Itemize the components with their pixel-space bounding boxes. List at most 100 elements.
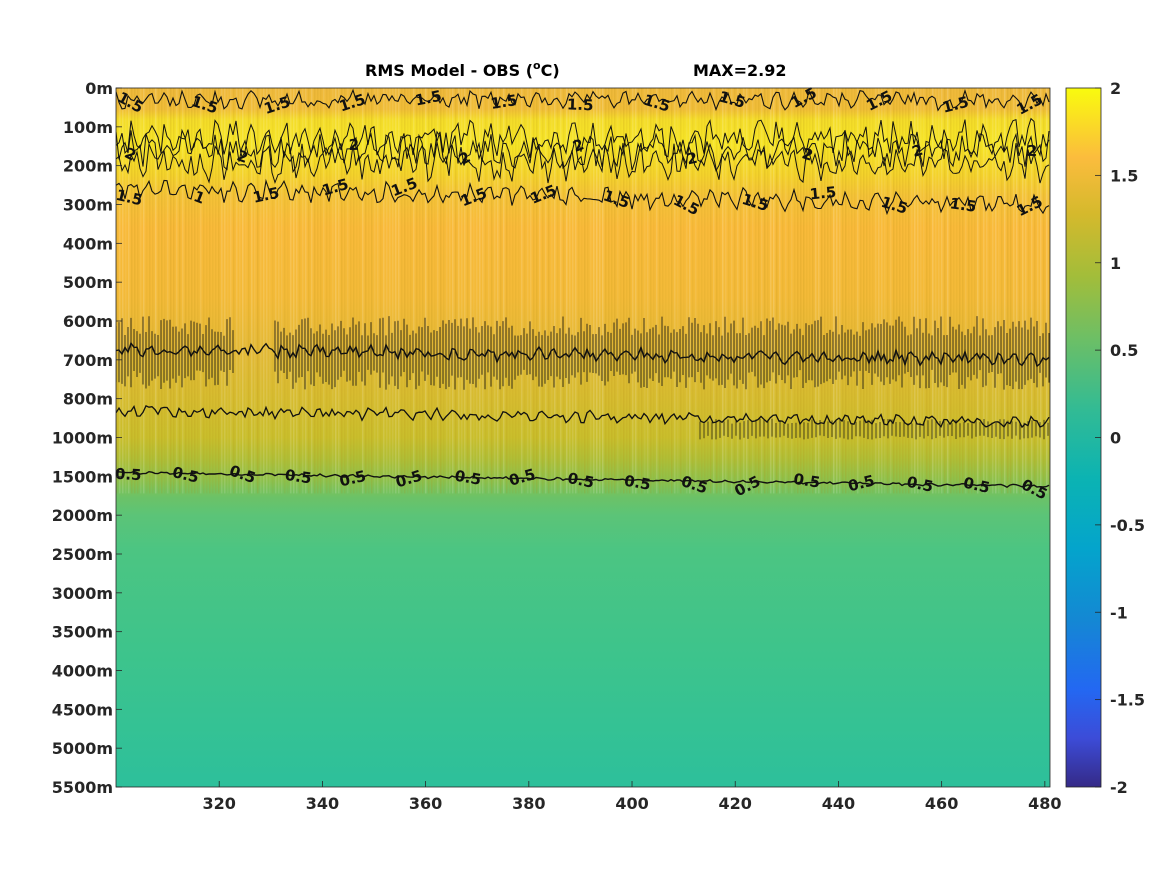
heatmap-stripe: [260, 88, 262, 494]
heatmap-stripe: [731, 88, 733, 494]
heatmap-stripe: [161, 88, 163, 494]
contour-line-1-band: [116, 316, 1050, 390]
heatmap-stripe: [647, 88, 649, 494]
heatmap-stripe: [293, 88, 295, 494]
heatmap-stripe: [866, 88, 868, 494]
heatmap-stripe: [476, 88, 478, 494]
heatmap-stripe: [1016, 88, 1018, 494]
y-tick-label: 500m: [63, 273, 113, 292]
heatmap-field: [116, 88, 1050, 787]
heatmap-stripe: [671, 88, 673, 494]
heatmap-stripe: [644, 88, 646, 494]
heatmap-stripe: [578, 88, 580, 494]
heatmap-stripe: [311, 88, 313, 494]
heatmap-stripe: [221, 88, 223, 494]
heatmap-stripe: [458, 88, 460, 494]
contour-line-1-5-top: [116, 88, 1050, 112]
heatmap-stripe: [164, 88, 166, 494]
y-tick-label: 1500m: [52, 467, 113, 486]
heatmap-stripe: [437, 88, 439, 494]
x-axis: 320 340 360 380 400 420 440 460 480: [203, 781, 1062, 813]
heatmap-stripe: [752, 88, 754, 494]
heatmap-stripe: [128, 88, 130, 494]
heatmap-stripe: [158, 88, 160, 494]
y-tick-label: 5000m: [52, 739, 113, 758]
heatmap-stripe: [785, 88, 787, 494]
heatmap-stripe: [281, 88, 283, 494]
heatmap-stripe: [902, 88, 904, 494]
y-tick-label: 4000m: [52, 662, 113, 681]
heatmap-stripe: [653, 88, 655, 494]
heatmap-stripe: [791, 88, 793, 494]
heatmap-stripe: [146, 88, 148, 494]
heatmap-stripe: [833, 88, 835, 494]
heatmap-stripe: [680, 88, 682, 494]
heatmap-stripe: [737, 88, 739, 494]
heatmap-stripe: [449, 88, 451, 494]
x-tick-label: 460: [925, 794, 958, 813]
heatmap-stripe: [806, 88, 808, 494]
heatmap-stripe: [911, 88, 913, 494]
heatmap-stripe: [923, 88, 925, 494]
heatmap-stripe: [467, 88, 469, 494]
contour-line-2: [116, 117, 1050, 161]
heatmap-stripe: [590, 88, 592, 494]
heatmap-stripe: [557, 88, 559, 494]
heatmap-stripe: [485, 88, 487, 494]
y-tick-label: 600m: [63, 312, 113, 331]
heatmap-stripe: [878, 88, 880, 494]
heatmap-stripe: [692, 88, 694, 494]
y-tick-label: 2500m: [52, 545, 113, 564]
heatmap-stripe: [464, 88, 466, 494]
heatmap-stripe: [470, 88, 472, 494]
heatmap-stripe: [890, 88, 892, 494]
heatmap-stripe: [314, 88, 316, 494]
heatmap-stripe: [401, 88, 403, 494]
heatmap-stripe: [656, 88, 658, 494]
heatmap-stripe: [134, 88, 136, 494]
heatmap-stripe: [938, 88, 940, 494]
heatmap-stripe: [956, 88, 958, 494]
heatmap-stripe: [233, 88, 235, 494]
heatmap-stripe: [650, 88, 652, 494]
heatmap-stripe: [452, 88, 454, 494]
y-tick-label: 400m: [63, 234, 113, 253]
heatmap-stripe: [407, 88, 409, 494]
heatmap-stripe: [218, 88, 220, 494]
heatmap-stripe: [677, 88, 679, 494]
heatmap-stripe: [704, 88, 706, 494]
contour-label: 0.5: [338, 467, 368, 491]
chart-title: RMS Model - OBS (oC): [365, 59, 560, 80]
heatmap-stripe: [1031, 88, 1033, 494]
heatmap-stripe: [893, 88, 895, 494]
heatmap-stripe: [842, 88, 844, 494]
y-tick-label: 4500m: [52, 700, 113, 719]
heatmap-stripe: [560, 88, 562, 494]
heatmap-stripe: [356, 88, 358, 494]
heatmap-stripe: [434, 88, 436, 494]
heatmap-stripe: [341, 88, 343, 494]
contour-label: 2: [685, 149, 699, 169]
contour-line-1-5-mid: [116, 178, 1050, 216]
heatmap-stripe: [116, 88, 118, 494]
heatmap-stripe: [374, 88, 376, 494]
colorbar-tick-label: -2: [1110, 778, 1128, 797]
heatmap-stripe: [596, 88, 598, 494]
heatmap-stripe: [440, 88, 442, 494]
heatmap-stripe: [803, 88, 805, 494]
heatmap-stripe: [881, 88, 883, 494]
heatmap-stripe: [899, 88, 901, 494]
heatmap-stripe: [908, 88, 910, 494]
heatmap-stripe: [137, 88, 139, 494]
x-tick-label: 480: [1028, 794, 1061, 813]
heatmap-stripe: [758, 88, 760, 494]
heatmap-stripe: [929, 88, 931, 494]
y-tick-label: 300m: [63, 196, 113, 215]
heatmap-stripe: [431, 88, 433, 494]
heatmap-stripe: [920, 88, 922, 494]
heatmap-stripe: [542, 88, 544, 494]
heatmap-stripe: [563, 88, 565, 494]
contour-label: 0.5: [566, 469, 596, 492]
heatmap-stripe: [755, 88, 757, 494]
heatmap-stripe: [1049, 88, 1050, 494]
